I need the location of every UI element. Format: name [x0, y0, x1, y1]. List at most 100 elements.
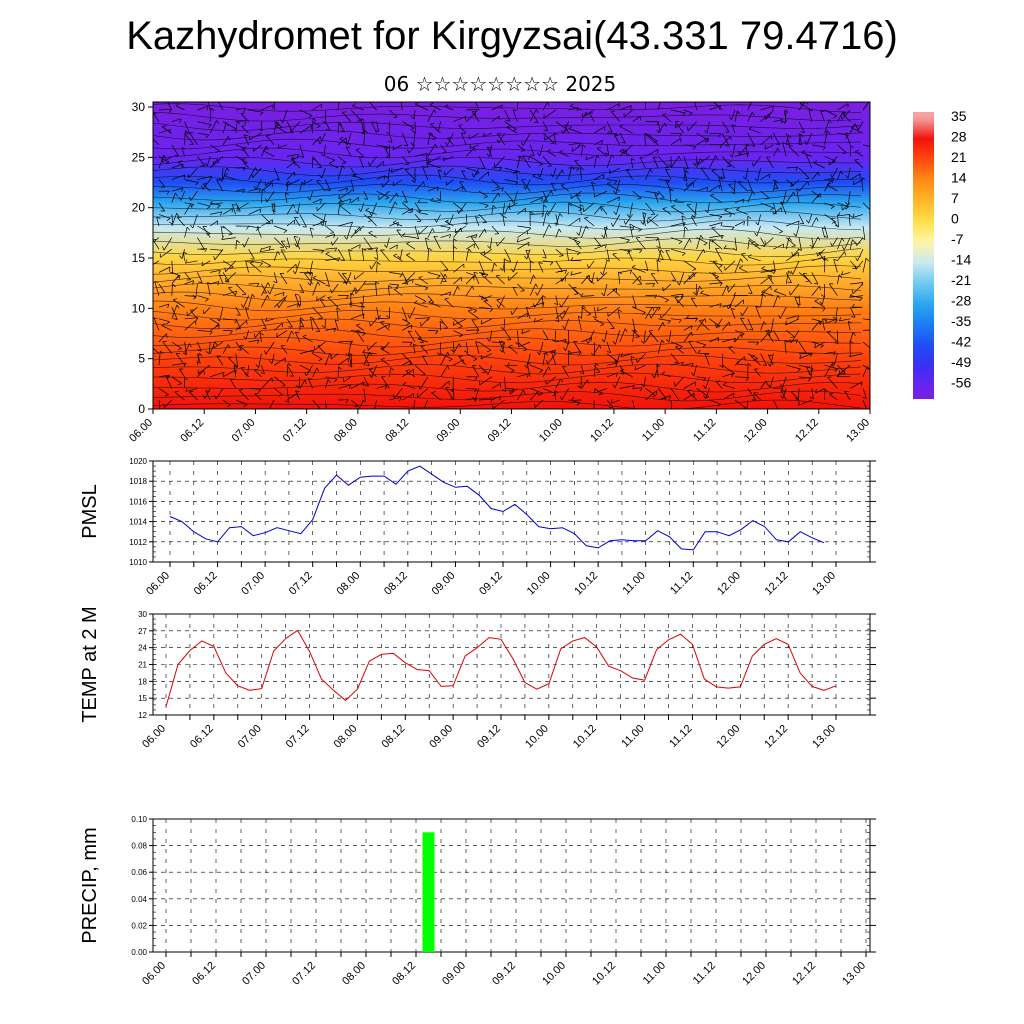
wind-barb: [542, 121, 549, 131]
wind-barb: [645, 260, 649, 271]
wind-barb: [298, 376, 301, 388]
wind-barb: [389, 109, 398, 118]
wind-barb-flag: [184, 130, 189, 134]
wind-barb: [657, 249, 664, 260]
wind-barb: [668, 330, 672, 343]
x-tick-label: 10.00: [525, 570, 553, 598]
wind-barb: [380, 359, 390, 366]
wind-barb: [286, 154, 299, 157]
wind-barb: [299, 182, 303, 192]
wind-barb-flag: [308, 115, 313, 118]
wind-barb: [440, 291, 451, 296]
wind-barb-flag: [814, 299, 819, 302]
wind-barb-flag: [797, 248, 802, 251]
wind-barb-flag: [800, 133, 804, 137]
wind-barb: [392, 179, 403, 187]
wind-barb: [381, 376, 390, 389]
wind-barb: [594, 318, 605, 325]
wind-barb: [440, 365, 448, 377]
wind-barb-flag: [235, 290, 238, 296]
wind-barb: [338, 384, 351, 389]
wind-barb: [414, 283, 429, 289]
wind-barb-flag: [630, 105, 632, 110]
wind-barb: [747, 240, 750, 250]
wind-barb-flag: [731, 373, 734, 378]
wind-barb-flag: [691, 216, 696, 218]
wind-barb-flag: [172, 284, 176, 288]
x-tick-label: 06.00: [140, 960, 168, 988]
wind-barb: [675, 346, 685, 354]
wind-barb-flag: [774, 288, 778, 292]
wind-barb: [297, 202, 301, 214]
wind-barb-flag: [249, 261, 254, 264]
wind-barb: [539, 144, 544, 156]
wind-barb-flag: [842, 111, 846, 116]
wind-barb: [184, 130, 186, 145]
wind-barb: [579, 204, 582, 215]
wind-barb-flag: [384, 146, 389, 148]
wind-barb: [606, 121, 613, 133]
wind-barb: [855, 260, 864, 270]
wind-barb-flag: [652, 283, 655, 288]
wind-barb: [480, 253, 492, 262]
wind-barb: [478, 156, 486, 169]
wind-barb: [745, 144, 749, 157]
wind-barb-flag: [807, 378, 812, 382]
wind-barb-flag: [337, 257, 341, 262]
wind-barb: [473, 272, 480, 285]
wind-barb-flag: [388, 285, 392, 288]
wind-barb: [504, 167, 517, 172]
wind-barb-flag: [541, 197, 543, 202]
wind-barb-flag: [550, 173, 554, 178]
wind-barb: [312, 367, 318, 377]
wind-barb: [504, 206, 509, 215]
wind-barb: [516, 237, 531, 243]
wind-barb: [574, 160, 582, 169]
wind-barb-flag: [474, 147, 476, 152]
wind-barb: [619, 328, 626, 343]
isoline: [153, 228, 862, 240]
wind-barb: [741, 307, 749, 317]
wind-barb-flag: [578, 315, 583, 319]
wind-barb: [785, 272, 792, 283]
wind-barb: [555, 213, 561, 227]
wind-barb: [174, 391, 185, 401]
wind-barb: [197, 225, 211, 234]
wind-barb: [512, 109, 518, 122]
wind-barb-flag: [606, 351, 611, 353]
wind-barb-flag: [232, 128, 237, 131]
wind-barb: [429, 104, 441, 111]
wind-barb-flag: [168, 129, 171, 134]
wind-barb: [309, 227, 313, 238]
wind-barb-flag: [834, 341, 839, 345]
wind-barb: [504, 376, 506, 392]
wind-barb: [769, 353, 774, 367]
wind-barb: [218, 274, 224, 285]
wind-barb: [741, 253, 749, 262]
wind-barb: [683, 260, 697, 270]
wind-barb-flag: [600, 323, 605, 327]
wind-barb-flag: [554, 390, 559, 393]
wind-barb: [798, 133, 801, 145]
wind-barb-flag: [640, 340, 645, 344]
wind-barb: [862, 388, 867, 399]
wind-barb-flag: [361, 305, 366, 308]
wind-barb-flag: [683, 179, 688, 182]
wind-barb-flag: [284, 297, 286, 302]
wind-barb-flag: [411, 130, 416, 134]
wind-barb: [811, 272, 819, 285]
colorbar-label: -14: [951, 252, 971, 268]
wind-barb-flag: [620, 368, 625, 372]
wind-barb-flag: [358, 208, 362, 212]
wind-barb-flag: [486, 338, 491, 342]
wind-barb: [852, 214, 864, 218]
wind-barb-flag: [542, 256, 547, 259]
wind-barb: [401, 191, 408, 203]
wind-barb-flag: [229, 266, 234, 269]
wind-barb: [243, 295, 249, 308]
wind-barb-flag: [745, 143, 750, 147]
wind-barb: [404, 169, 416, 180]
wind-barb: [197, 341, 202, 352]
wind-barb-flag: [375, 281, 380, 285]
